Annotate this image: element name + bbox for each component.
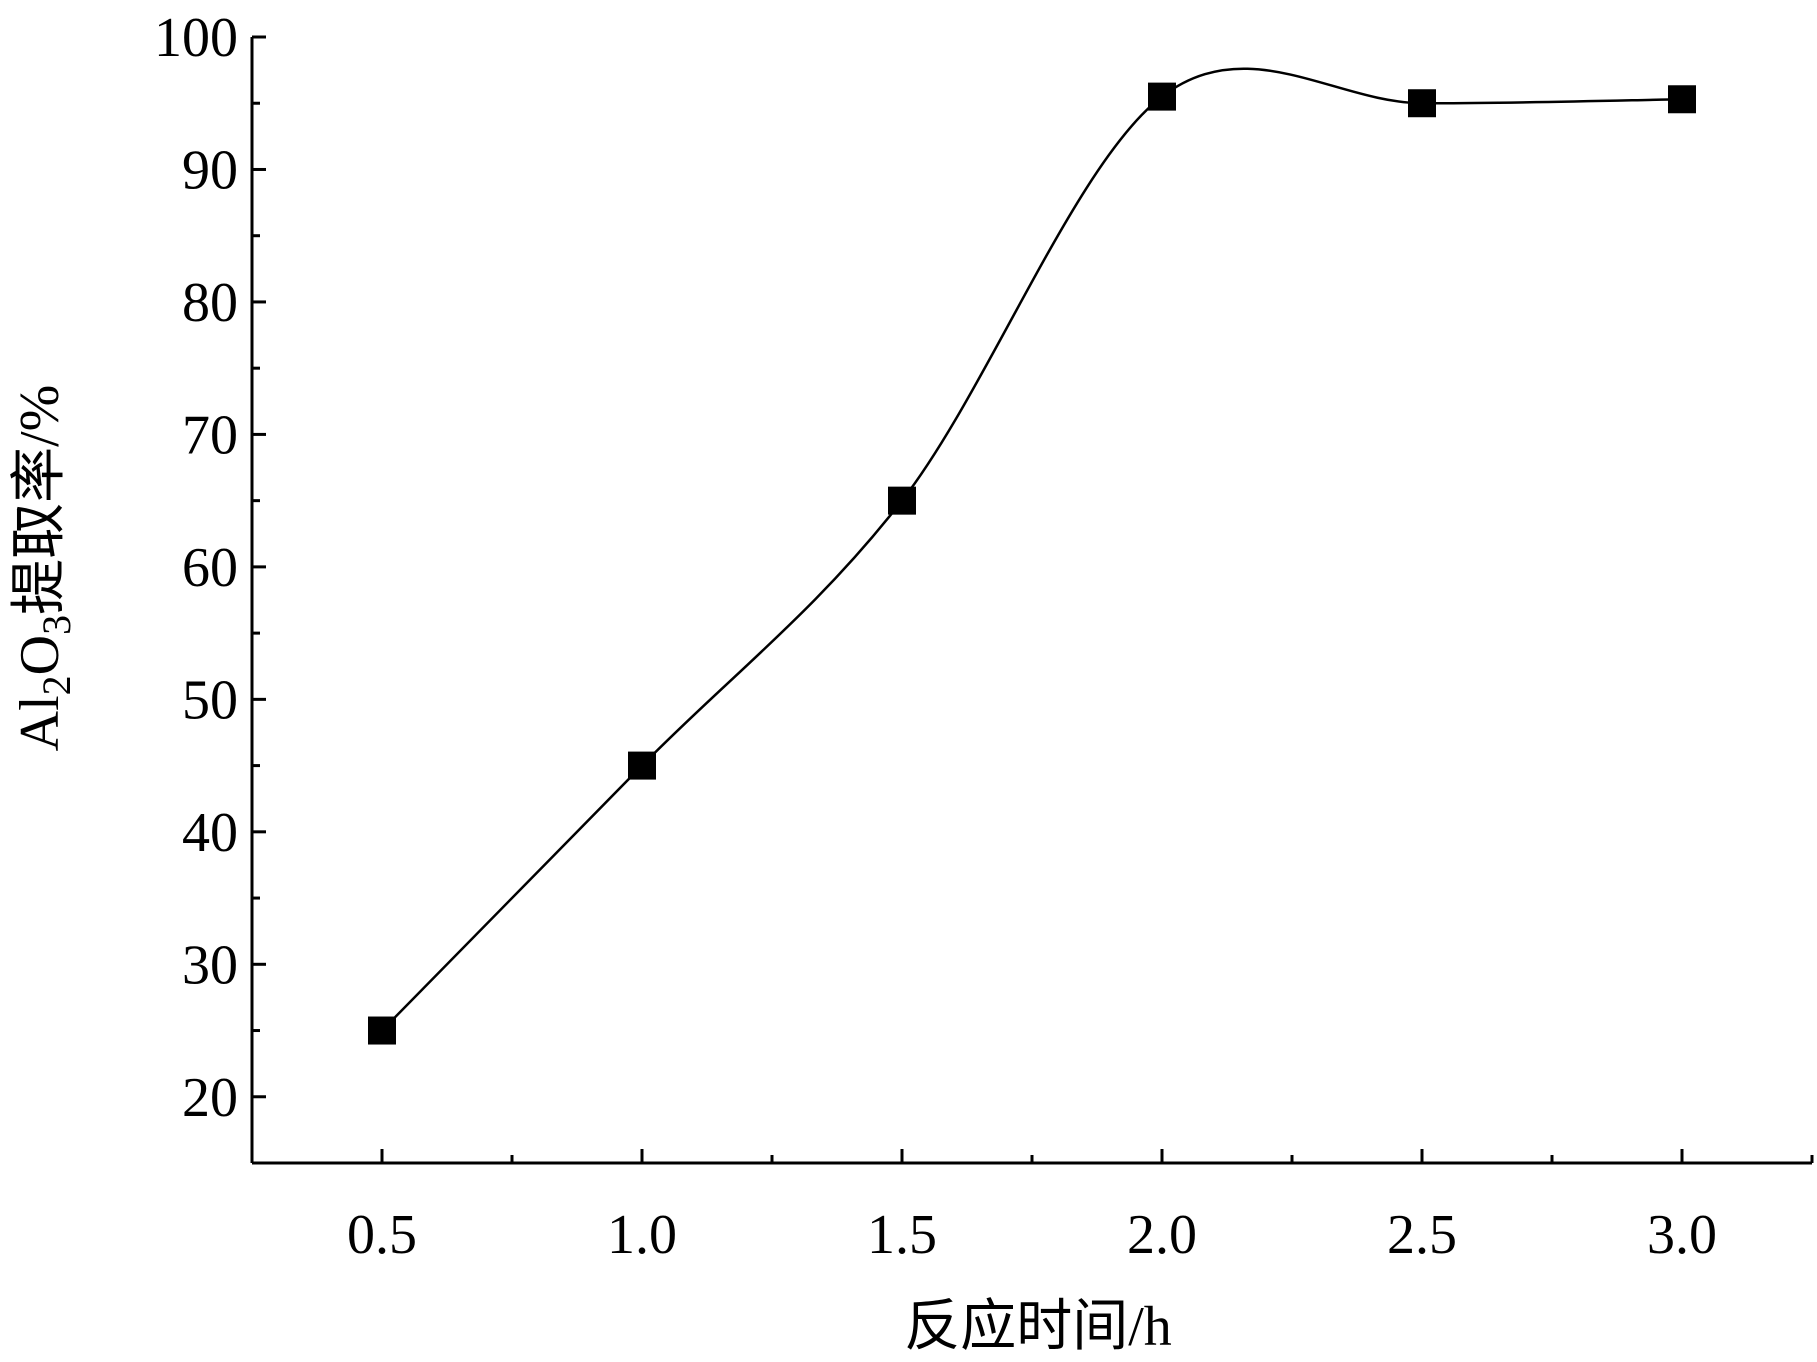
tick-labels: 20 30 40 50 60 70 80 90 100 0.5 1.0 1.5 2.0 2.5 3.0 bbox=[154, 7, 1717, 1266]
series-line bbox=[381, 67, 1683, 1032]
y-tick-label: 70 bbox=[182, 404, 238, 466]
y-title-prefix: Al bbox=[9, 695, 71, 751]
data-point-marker bbox=[368, 1016, 396, 1045]
y-tick-label: 50 bbox=[182, 669, 238, 731]
x-tick-label: 1.5 bbox=[867, 1204, 937, 1266]
y-tick-label: 60 bbox=[182, 537, 238, 599]
y-title-suffix: 提取率/% bbox=[9, 385, 71, 615]
data-point-marker bbox=[628, 751, 656, 780]
y-tick-label: 100 bbox=[154, 7, 238, 69]
y-title-sub2: 3 bbox=[34, 615, 79, 635]
x-axis-title: 反应时间/h bbox=[904, 1296, 1172, 1358]
data-point-marker bbox=[1148, 82, 1176, 111]
y-axis-title: Al2O3提取率/% bbox=[9, 385, 79, 752]
x-tick-label: 2.5 bbox=[1387, 1204, 1457, 1266]
y-title-mid: O bbox=[9, 635, 71, 675]
axes bbox=[250, 37, 1812, 1165]
x-tick-label: 1.0 bbox=[607, 1204, 677, 1266]
y-tick-label: 90 bbox=[182, 139, 238, 201]
y-title-sub1: 2 bbox=[34, 675, 79, 695]
y-tick-label: 30 bbox=[182, 934, 238, 996]
data-point-marker bbox=[1668, 85, 1696, 114]
data-point-marker bbox=[1408, 89, 1436, 118]
x-tick-label: 3.0 bbox=[1647, 1204, 1717, 1266]
y-tick-label: 20 bbox=[182, 1067, 238, 1129]
x-tick-label: 2.0 bbox=[1127, 1204, 1197, 1266]
x-tick-label: 0.5 bbox=[347, 1204, 417, 1266]
ticks bbox=[250, 35, 1814, 1163]
data-point-marker bbox=[888, 486, 916, 515]
y-tick-label: 80 bbox=[182, 272, 238, 334]
markers bbox=[368, 82, 1696, 1045]
y-tick-label: 40 bbox=[182, 802, 238, 864]
